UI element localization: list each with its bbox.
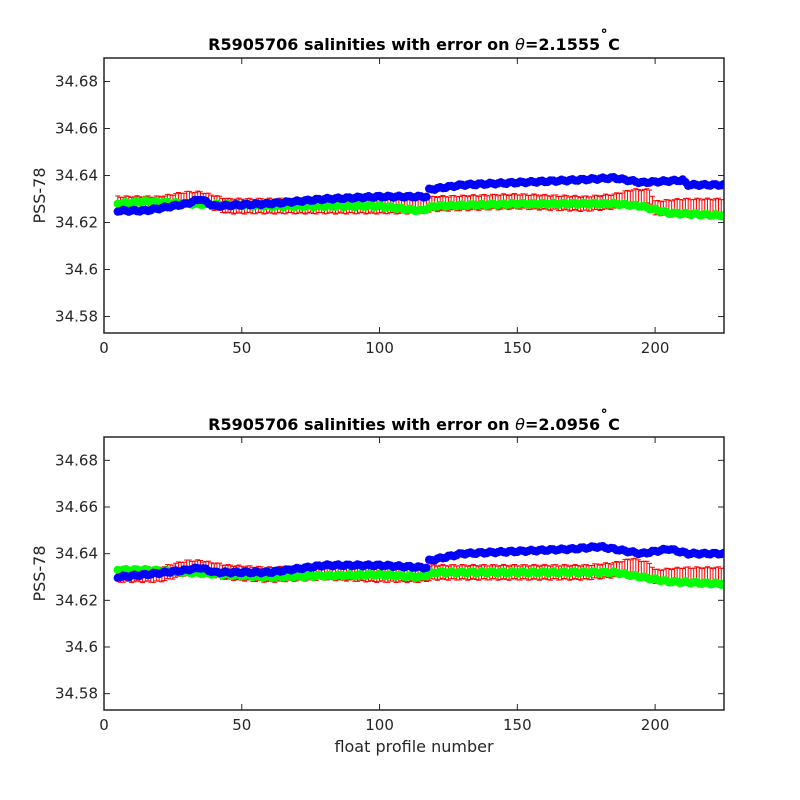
x-tick-label: 150 bbox=[503, 716, 532, 734]
title-degree: ˚ bbox=[600, 28, 608, 47]
data-point bbox=[719, 548, 724, 557]
axes-frame bbox=[103, 436, 725, 711]
plot-area bbox=[113, 172, 724, 221]
y-tick-label: 34.68 bbox=[55, 73, 98, 91]
y-axis-label: PSS-78 bbox=[30, 545, 49, 601]
y-tick-label: 34.68 bbox=[55, 451, 98, 469]
data-point bbox=[719, 579, 724, 588]
title-text: R5905706 salinities with error on bbox=[208, 35, 515, 54]
panel-top: R5905706 salinities with error on θ=2.15… bbox=[30, 28, 725, 357]
data-point bbox=[422, 192, 431, 202]
y-tick-label: 34.62 bbox=[55, 214, 98, 232]
series-2 bbox=[113, 172, 724, 216]
y-tick-label: 34.64 bbox=[55, 167, 98, 185]
y-tick-label: 34.66 bbox=[55, 120, 98, 138]
x-tick-label: 200 bbox=[641, 716, 670, 734]
y-tick-label: 34.66 bbox=[55, 498, 98, 516]
y-tick-label: 34.58 bbox=[55, 308, 98, 326]
plot-area bbox=[113, 542, 724, 590]
x-tick-label: 150 bbox=[503, 339, 532, 357]
y-tick-label: 34.6 bbox=[65, 261, 98, 279]
title-text: R5905706 salinities with error on bbox=[208, 415, 515, 434]
x-axis-label: float profile number bbox=[334, 737, 494, 756]
x-tick-label: 50 bbox=[232, 716, 251, 734]
x-tick-label: 200 bbox=[641, 339, 670, 357]
x-tick-label: 50 bbox=[232, 339, 251, 357]
title-theta: θ bbox=[515, 35, 525, 54]
x-tick-label: 100 bbox=[365, 339, 394, 357]
title-value: =2.0956 bbox=[525, 415, 600, 434]
title-degree: ˚ bbox=[600, 408, 608, 427]
data-point bbox=[719, 211, 724, 220]
axes-frame bbox=[103, 57, 725, 334]
title-theta: θ bbox=[515, 415, 525, 434]
y-tick-label: 34.64 bbox=[55, 545, 98, 563]
title-value: =2.1555 bbox=[525, 35, 600, 54]
y-tick-label: 34.62 bbox=[55, 591, 98, 609]
y-axis-label: PSS-78 bbox=[30, 167, 49, 223]
series-2 bbox=[113, 542, 724, 583]
y-tick-label: 34.6 bbox=[65, 638, 98, 656]
y-tick-label: 34.58 bbox=[55, 685, 98, 703]
data-point bbox=[422, 563, 431, 573]
x-tick-label: 0 bbox=[99, 716, 109, 734]
title-unit: C bbox=[608, 35, 620, 54]
x-tick-label: 0 bbox=[99, 339, 109, 357]
x-tick-label: 100 bbox=[365, 716, 394, 734]
data-point bbox=[719, 179, 724, 189]
chart-title: R5905706 salinities with error on θ=2.15… bbox=[208, 28, 620, 54]
chart-title: R5905706 salinities with error on θ=2.09… bbox=[208, 408, 620, 434]
title-unit: C bbox=[608, 415, 620, 434]
panel-bottom: R5905706 salinities with error on θ=2.09… bbox=[30, 408, 725, 756]
